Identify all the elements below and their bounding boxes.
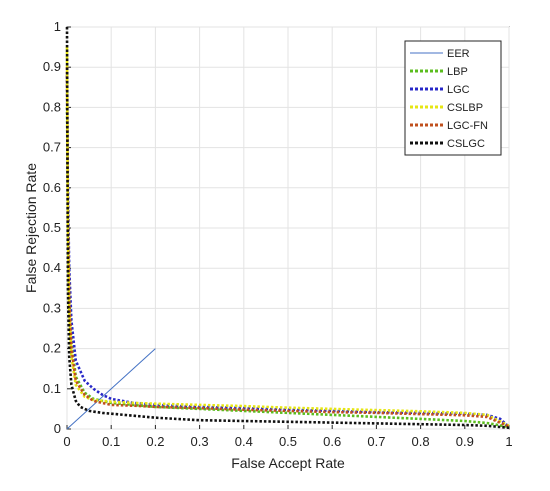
- series-lines: [65, 26, 510, 430]
- y-tick-label: 0: [54, 421, 61, 436]
- y-tick-label: 0.2: [43, 341, 61, 356]
- y-tick-label: 0.4: [43, 260, 61, 275]
- y-tick-label: 0.5: [43, 220, 61, 235]
- y-tick-label: 0.3: [43, 300, 61, 315]
- y-tick-label: 0.9: [43, 59, 61, 74]
- x-tick-label: 0: [63, 434, 70, 449]
- x-tick-label: 0.1: [102, 434, 120, 449]
- series-line-cslgc: [65, 26, 510, 430]
- x-tick-label: 0.7: [367, 434, 385, 449]
- x-tick-label: 0.6: [323, 434, 341, 449]
- y-tick-label: 0.1: [43, 381, 61, 396]
- axis-ticks: 0 0.1 0.2 0.3 0.4 0.5 0.6 0.7 0.8 0.9 1 0 0.1 0.2 0.3 0…: [43, 19, 513, 449]
- legend-label: LBP: [447, 66, 468, 78]
- legend: EER LBP LGC CSLBP LGC-FN CSLGC: [404, 40, 502, 156]
- legend-label: LGC-FN: [447, 120, 488, 132]
- x-tick-label: 0.2: [146, 434, 164, 449]
- legend-label: CSLGC: [447, 138, 485, 150]
- series-line-eer: [66, 348, 156, 430]
- series-line-lbp: [65, 107, 510, 429]
- legend-label: EER: [447, 48, 470, 60]
- x-tick-label: 1: [505, 434, 512, 449]
- legend-label: CSLBP: [447, 102, 483, 114]
- y-axis-label: False Rejection Rate: [23, 163, 39, 293]
- x-tick-label: 0.8: [412, 434, 430, 449]
- y-tick-label: 0.6: [43, 180, 61, 195]
- x-tick-label: 0.3: [191, 434, 209, 449]
- y-tick-label: 1: [54, 19, 61, 34]
- x-axis-label: False Accept Rate: [231, 455, 345, 471]
- x-tick-label: 0.5: [279, 434, 297, 449]
- y-tick-label: 0.7: [43, 140, 61, 155]
- series-line-lgc-fn: [65, 67, 510, 428]
- series-line-cslbp: [65, 47, 510, 427]
- x-tick-label: 0.4: [235, 434, 253, 449]
- y-tick-label: 0.8: [43, 99, 61, 114]
- x-tick-label: 0.9: [456, 434, 474, 449]
- legend-box: [404, 40, 502, 156]
- legend-label: LGC: [447, 84, 470, 96]
